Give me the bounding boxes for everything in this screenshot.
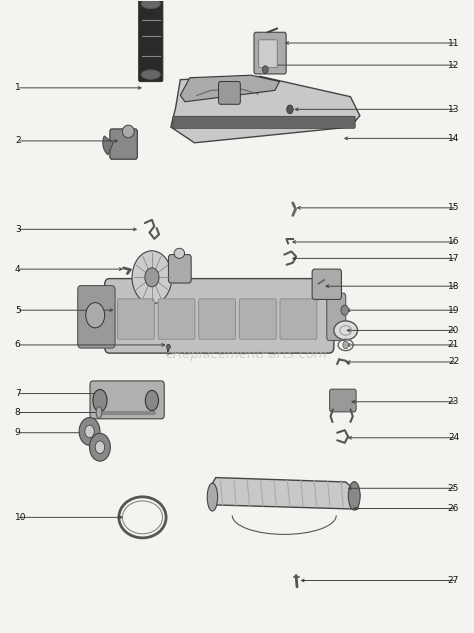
- FancyBboxPatch shape: [199, 299, 236, 339]
- Text: 17: 17: [447, 254, 459, 263]
- Text: 1: 1: [15, 84, 21, 92]
- FancyBboxPatch shape: [259, 40, 277, 68]
- FancyBboxPatch shape: [280, 299, 317, 339]
- Ellipse shape: [93, 389, 107, 411]
- FancyBboxPatch shape: [327, 293, 346, 341]
- FancyBboxPatch shape: [118, 299, 155, 339]
- Text: 27: 27: [448, 576, 459, 585]
- Text: 6: 6: [15, 341, 21, 349]
- Ellipse shape: [141, 70, 160, 79]
- Text: 12: 12: [448, 61, 459, 70]
- Text: 26: 26: [448, 504, 459, 513]
- Circle shape: [85, 425, 94, 438]
- Text: 16: 16: [447, 237, 459, 246]
- FancyBboxPatch shape: [173, 116, 355, 128]
- Circle shape: [90, 434, 110, 461]
- Circle shape: [95, 441, 105, 454]
- Circle shape: [79, 418, 100, 446]
- Text: 10: 10: [15, 513, 27, 522]
- Circle shape: [343, 341, 348, 349]
- FancyBboxPatch shape: [139, 0, 163, 82]
- Polygon shape: [209, 477, 360, 509]
- FancyBboxPatch shape: [219, 82, 240, 104]
- FancyBboxPatch shape: [78, 285, 115, 348]
- Ellipse shape: [141, 0, 160, 9]
- FancyBboxPatch shape: [239, 299, 276, 339]
- Text: 2: 2: [15, 137, 20, 146]
- Text: 9: 9: [15, 428, 21, 437]
- FancyBboxPatch shape: [312, 269, 341, 299]
- FancyBboxPatch shape: [110, 129, 137, 160]
- Circle shape: [86, 303, 105, 328]
- Circle shape: [166, 344, 170, 349]
- FancyBboxPatch shape: [329, 389, 356, 412]
- FancyBboxPatch shape: [90, 381, 164, 419]
- Text: 24: 24: [448, 433, 459, 442]
- Text: 3: 3: [15, 225, 21, 234]
- Text: 5: 5: [15, 306, 21, 315]
- Ellipse shape: [174, 248, 184, 258]
- FancyBboxPatch shape: [168, 254, 191, 283]
- Ellipse shape: [348, 482, 360, 510]
- FancyBboxPatch shape: [254, 32, 286, 74]
- Text: 18: 18: [447, 282, 459, 291]
- Circle shape: [145, 268, 159, 287]
- Text: 8: 8: [15, 408, 21, 417]
- Wedge shape: [103, 136, 113, 155]
- Circle shape: [341, 305, 348, 315]
- FancyBboxPatch shape: [105, 279, 334, 353]
- Text: 14: 14: [448, 134, 459, 143]
- Polygon shape: [180, 75, 280, 102]
- Text: 15: 15: [447, 203, 459, 212]
- Text: 7: 7: [15, 389, 21, 398]
- Text: 23: 23: [448, 398, 459, 406]
- Circle shape: [132, 251, 172, 304]
- Circle shape: [287, 105, 293, 114]
- Circle shape: [263, 66, 268, 73]
- Text: 4: 4: [15, 265, 20, 273]
- Text: 11: 11: [447, 39, 459, 47]
- Text: 25: 25: [448, 484, 459, 493]
- Ellipse shape: [334, 321, 357, 340]
- Polygon shape: [171, 77, 360, 143]
- Ellipse shape: [96, 407, 102, 418]
- Text: 13: 13: [447, 105, 459, 114]
- Text: 21: 21: [448, 341, 459, 349]
- Text: 22: 22: [448, 358, 459, 367]
- Ellipse shape: [207, 483, 218, 511]
- Text: 19: 19: [447, 306, 459, 315]
- Text: eReplacementParts.com: eReplacementParts.com: [165, 348, 328, 361]
- FancyBboxPatch shape: [158, 299, 195, 339]
- Ellipse shape: [122, 125, 134, 138]
- Ellipse shape: [146, 391, 158, 411]
- Text: 20: 20: [448, 326, 459, 335]
